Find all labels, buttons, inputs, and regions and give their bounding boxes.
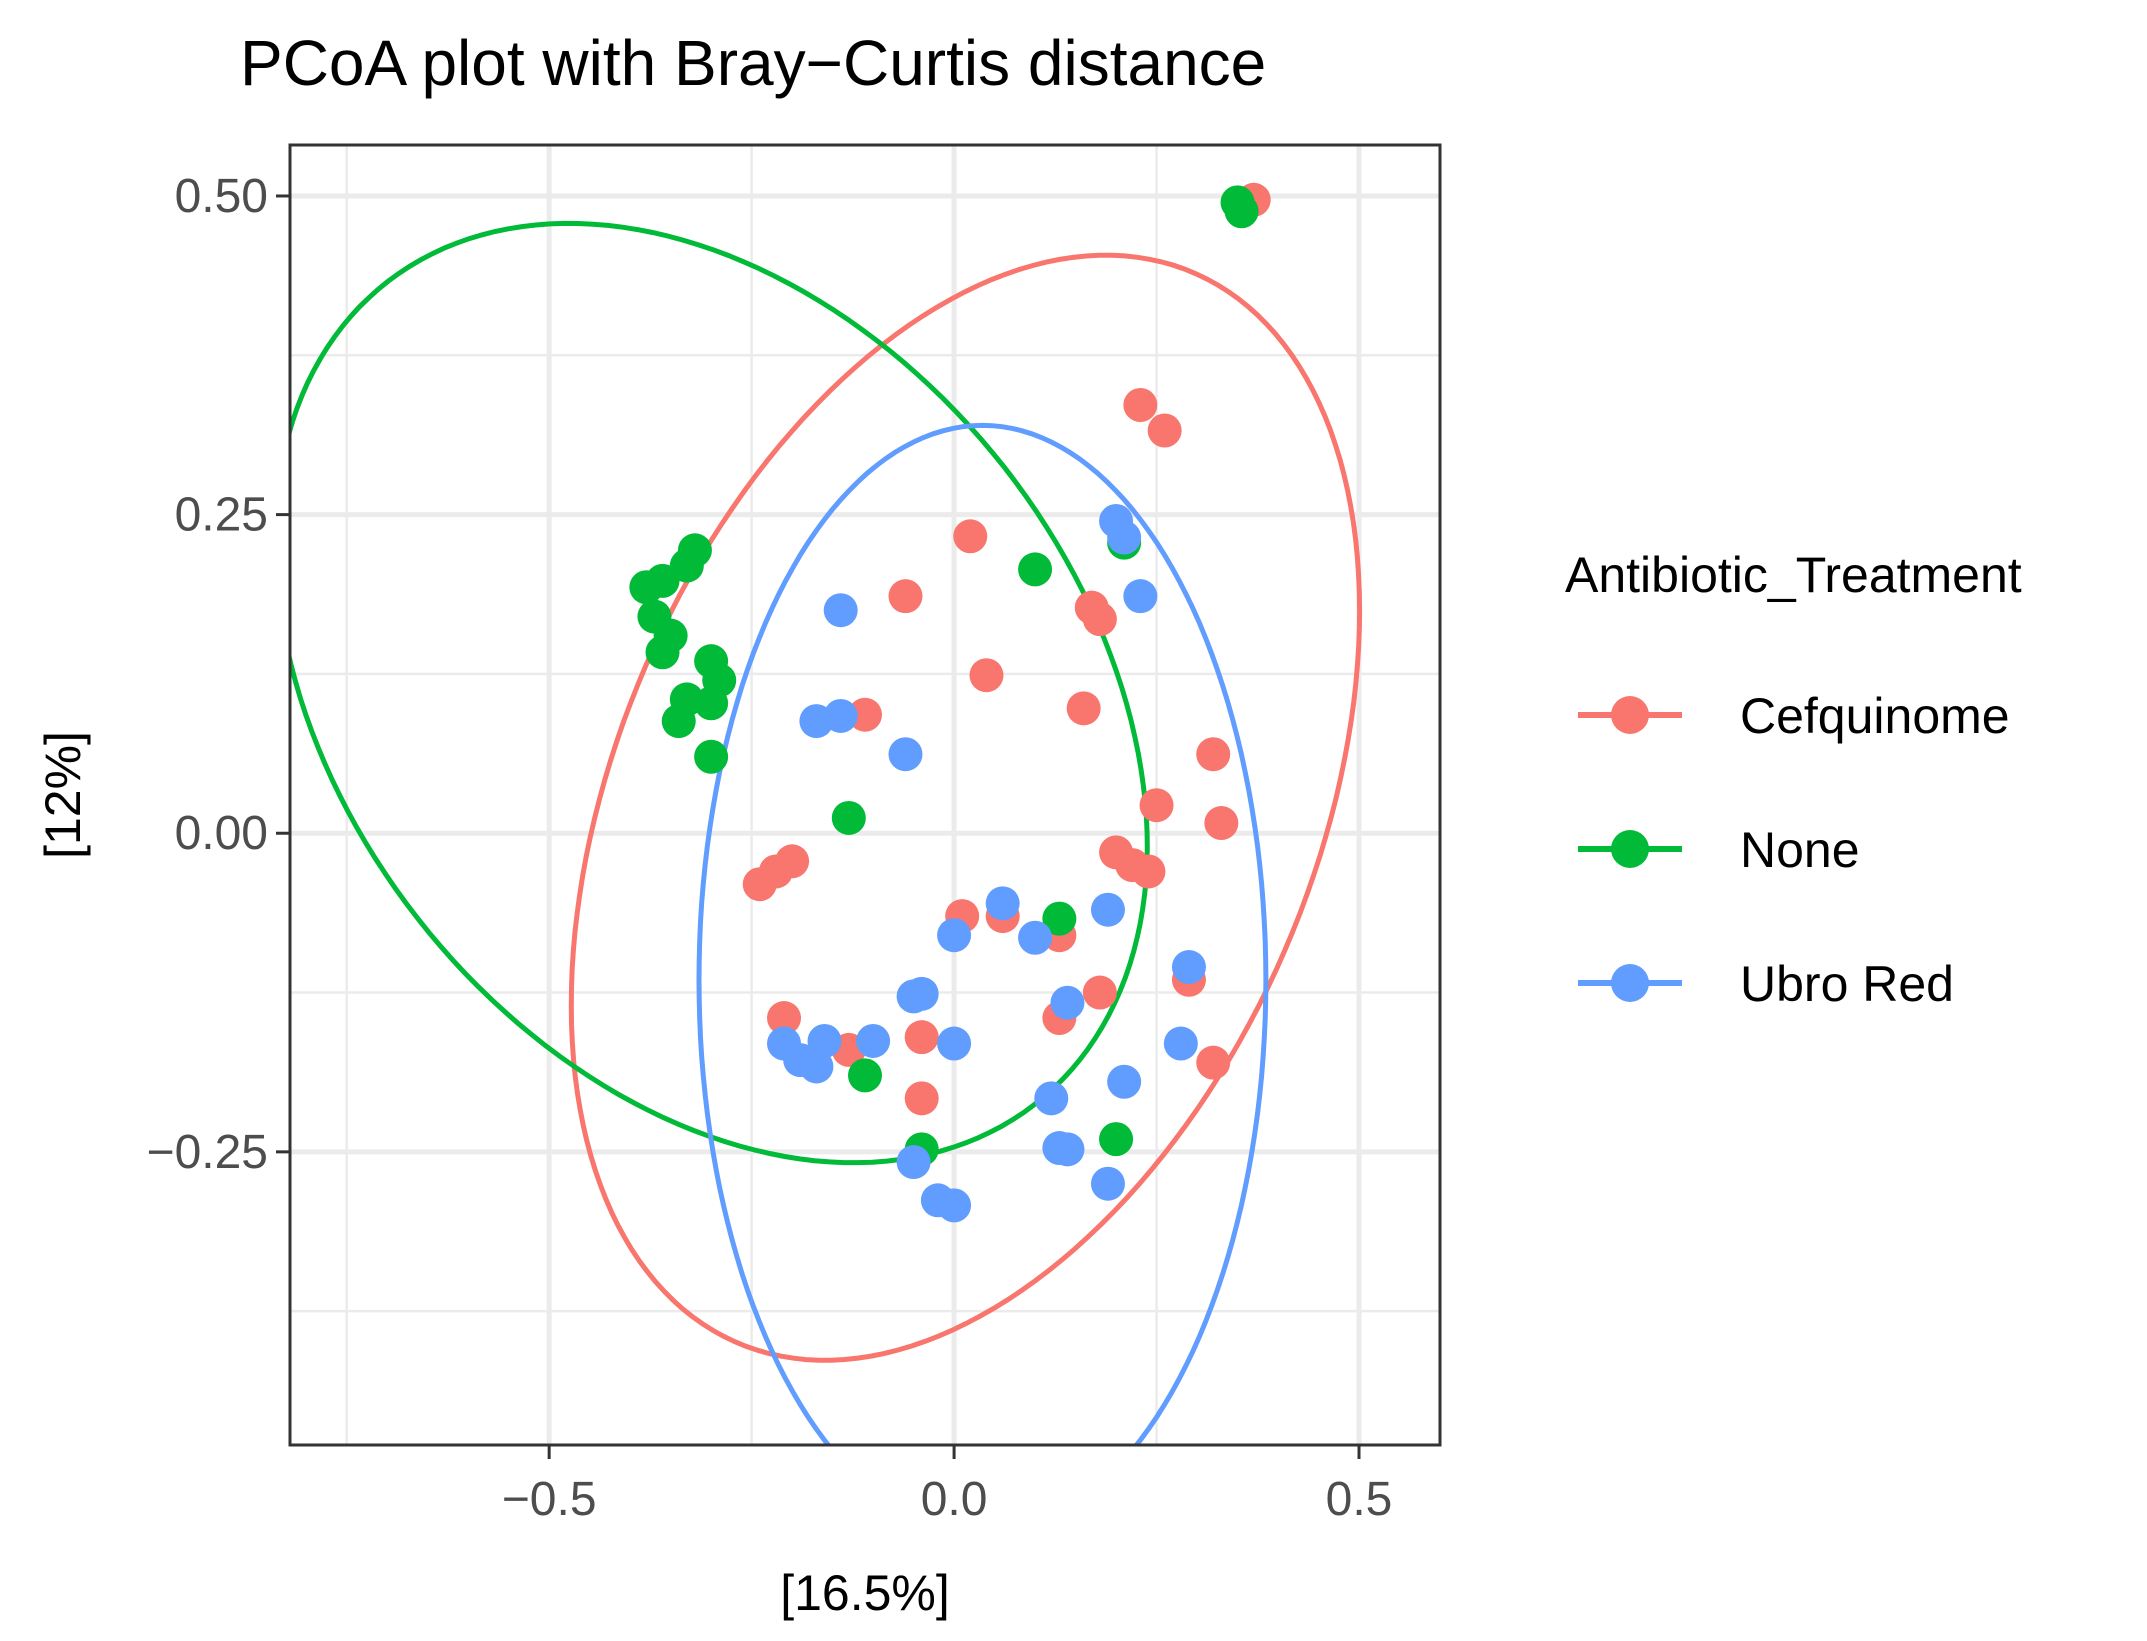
point-ubro-red [937,1026,972,1061]
point-ubro-red [1163,1026,1198,1061]
chart-title: PCoA plot with Bray−Curtis distance [240,27,1266,99]
y-tick-label: 0.50 [175,170,268,223]
point-ubro-red [937,1188,972,1223]
y-tick-label: 0.25 [175,489,268,542]
point-ubro-red [799,1049,834,1084]
legend-label: None [1740,822,1860,878]
point-cefquinome [953,519,988,554]
point-cefquinome [767,1001,802,1036]
ellipse-none [290,220,1150,1166]
point-cefquinome [969,658,1004,693]
point-ubro-red [888,737,923,772]
point-none [1018,552,1053,587]
legend-title: Antibiotic_Treatment [1565,547,2022,603]
point-ubro-red [823,593,858,628]
ellipses [290,220,1363,1445]
point-ubro-red [1050,985,1085,1020]
legend-label: Ubro Red [1740,956,1954,1012]
point-none [848,1058,882,1093]
point-cefquinome [1082,975,1117,1010]
point-cefquinome [904,1081,939,1116]
y-tick-label: 0.00 [175,807,268,860]
point-ubro-red [1018,920,1053,955]
axes: −0.5 0.0 0.5 −0.25 0.00 0.25 0.50 [147,170,1393,1526]
point-ubro-red [1107,520,1142,555]
point-none [645,563,680,598]
point-cefquinome [888,579,923,614]
point-ubro-red [1123,579,1158,614]
point-ubro-red [937,918,972,953]
point-cefquinome [1082,602,1117,637]
point-ubro-red [1042,1131,1077,1166]
point-ubro-red [896,1145,931,1180]
point-none [1099,1122,1134,1157]
ellipse-cefquinome [568,252,1363,1363]
x-tick-label: 0.5 [1326,1473,1393,1526]
point-ubro-red [904,976,939,1011]
legend-key-point [1611,830,1649,868]
x-tick-label: 0.0 [921,1473,988,1526]
point-none [831,800,866,835]
plot-panel-border [288,143,1442,1447]
point-none [1224,194,1259,229]
points [629,182,1271,1223]
point-cefquinome [1196,1045,1231,1080]
point-ubro-red [823,698,858,733]
point-cefquinome [1204,806,1239,841]
point-cefquinome [742,867,777,902]
legend: Antibiotic_Treatment Cefquinome None Ubro … [1565,547,2022,1012]
legend-label: Cefquinome [1740,688,2010,744]
y-axis-label: [12%] [35,731,91,859]
point-cefquinome [1131,854,1166,889]
legend-key-point [1611,696,1649,734]
point-cefquinome [848,697,882,732]
point-none [694,686,729,721]
point-ubro-red [1090,892,1125,927]
point-cefquinome [1066,691,1101,726]
legend-key-point [1611,964,1649,1002]
point-cefquinome [904,1020,939,1055]
point-cefquinome [1147,413,1182,448]
point-ubro-red [856,1023,891,1058]
ellipse-ubro-red [696,422,1269,1445]
point-cefquinome [1139,788,1174,823]
point-cefquinome [1123,388,1158,422]
point-none [694,739,729,774]
x-axis-label: [16.5%] [780,1565,950,1621]
point-ubro-red [1107,1064,1142,1099]
point-none [1042,901,1077,936]
x-tick-label: −0.5 [502,1473,597,1526]
point-none [645,635,680,670]
point-none [669,548,704,583]
grid [290,145,1440,1445]
y-tick-label: −0.25 [147,1126,268,1179]
point-ubro-red [985,886,1020,921]
point-cefquinome [1196,737,1231,772]
point-ubro-red [1034,1081,1069,1116]
point-none [661,704,696,739]
point-ubro-red [1171,950,1206,985]
point-ubro-red [1090,1166,1125,1201]
